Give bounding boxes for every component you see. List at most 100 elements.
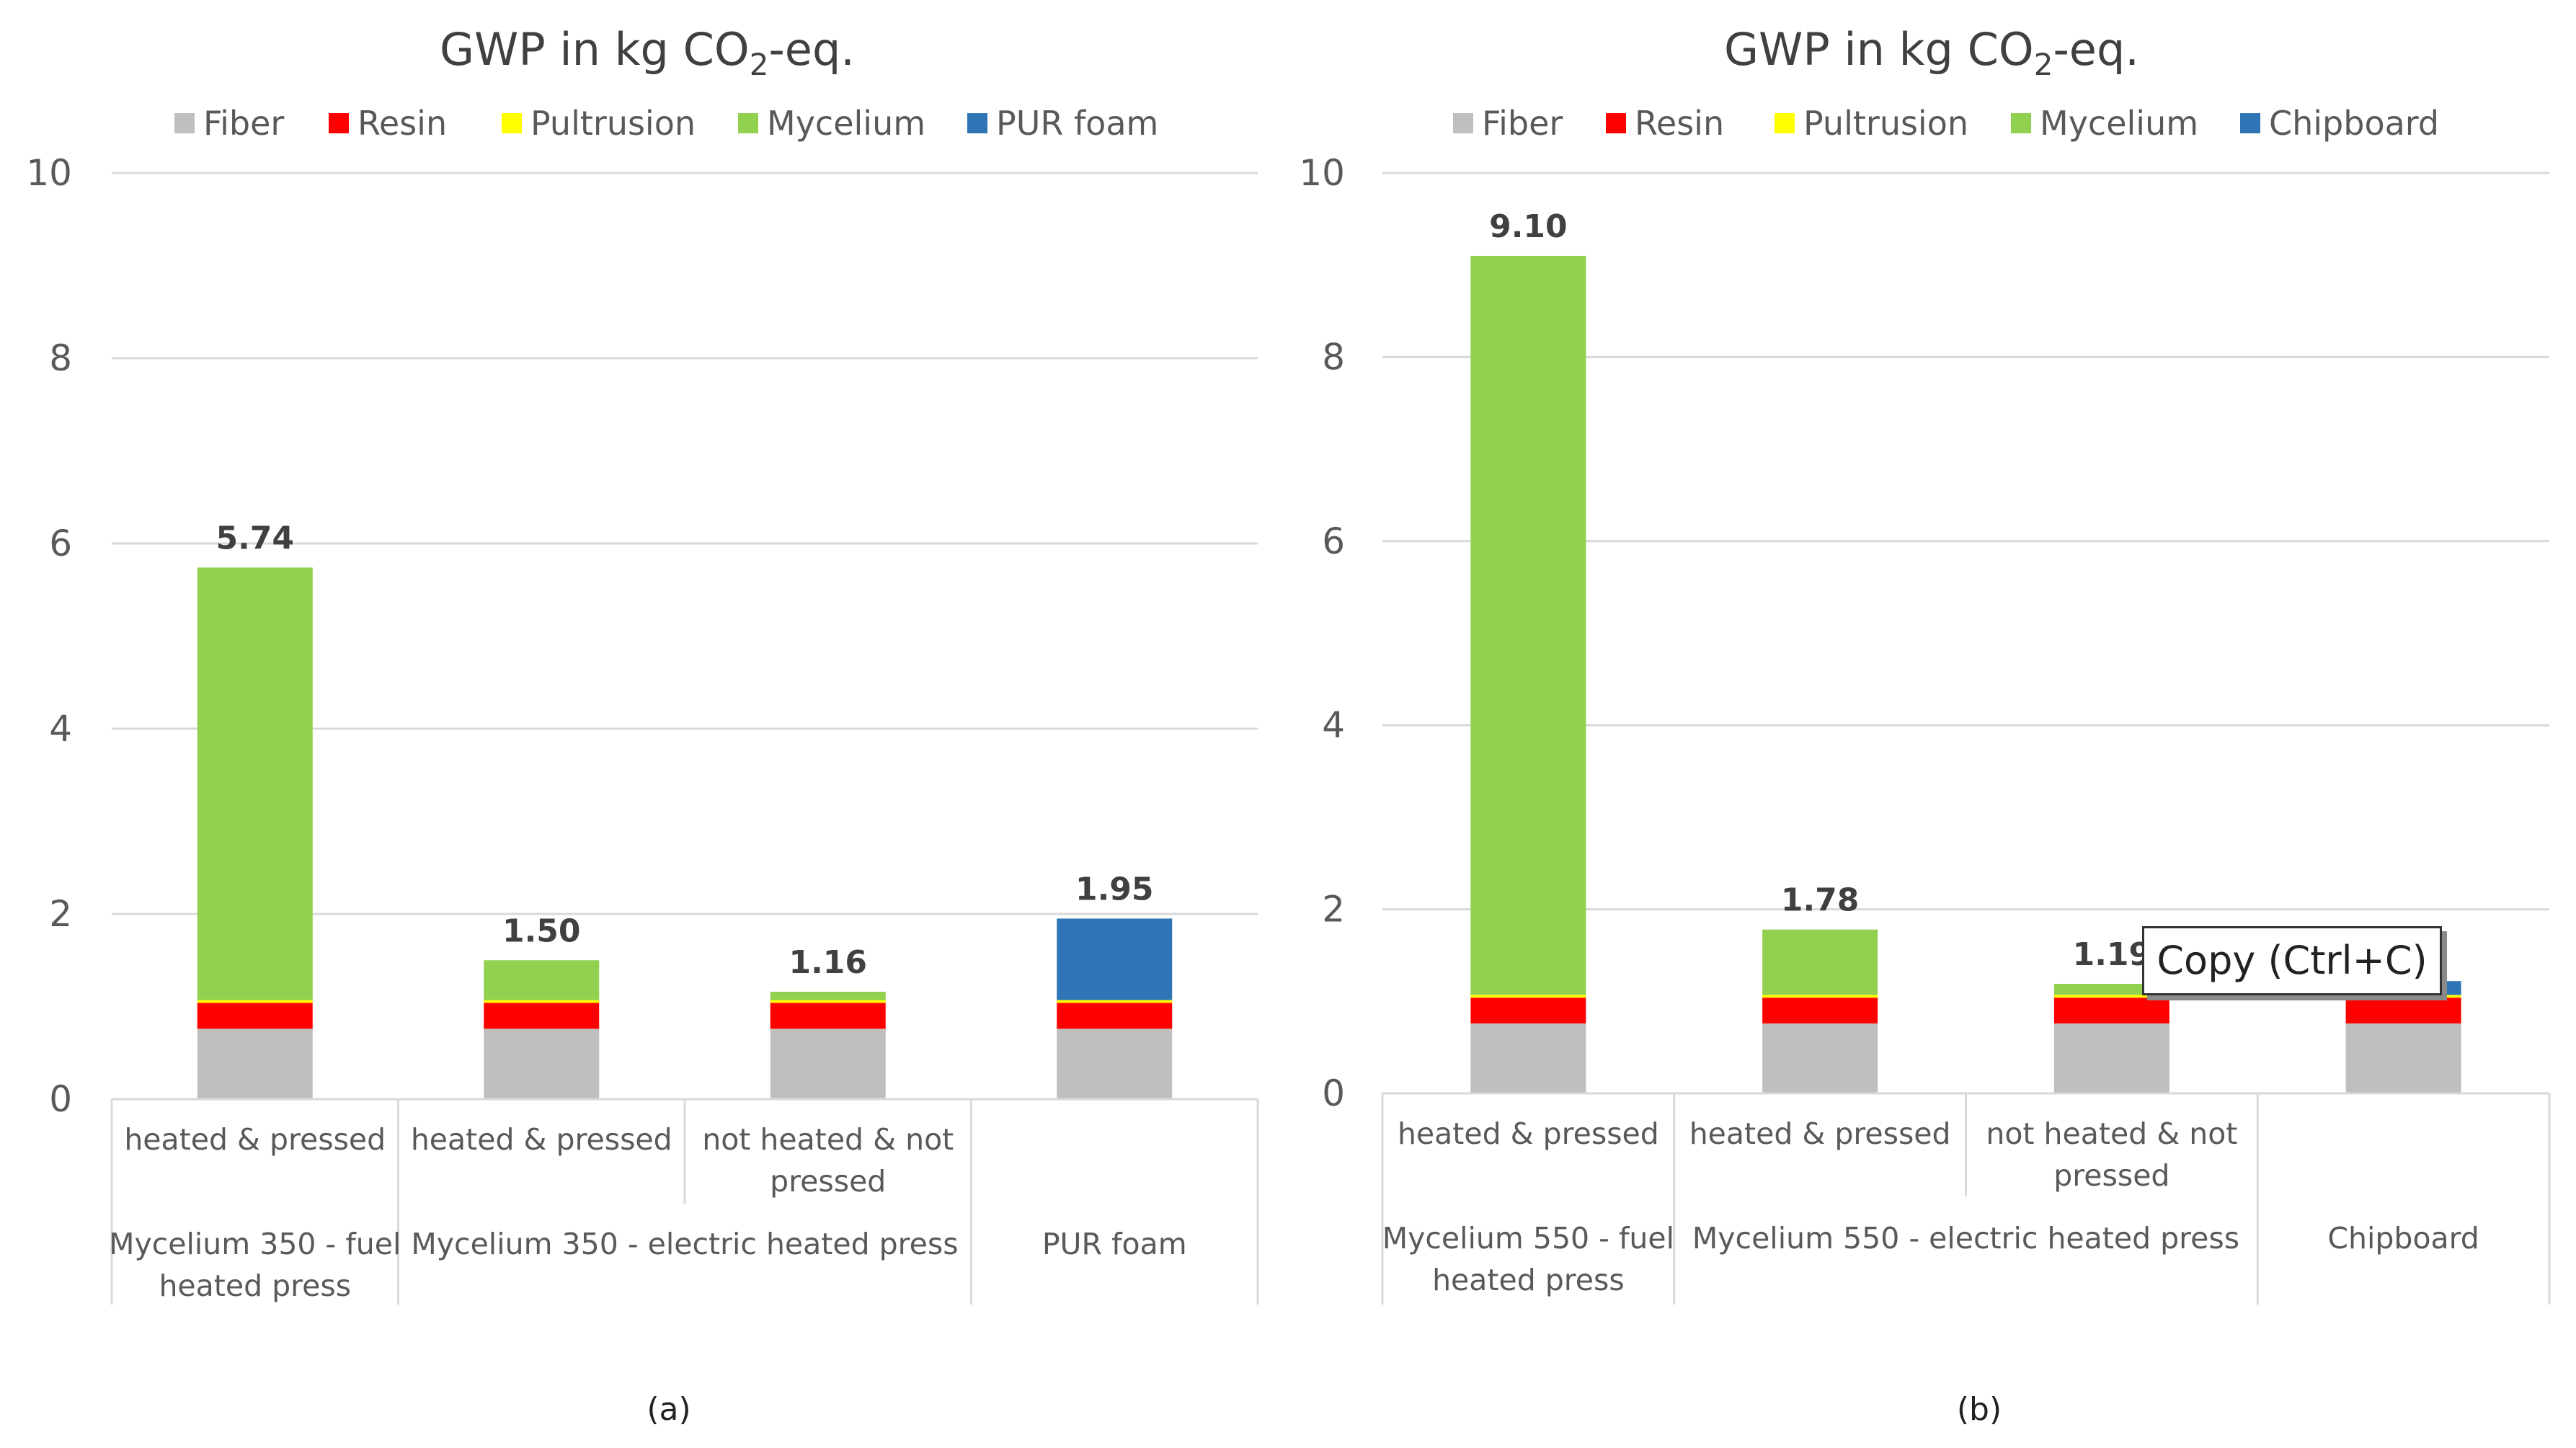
bar-total-label: 1.50 <box>502 912 581 949</box>
bar-segment-mycelium <box>484 960 600 1000</box>
legend-label-mycelium: Mycelium <box>767 104 925 143</box>
bar-segment-resin <box>2053 998 2169 1023</box>
bar-segment-pultrusion <box>2345 995 2461 998</box>
y-tick-label: 4 <box>49 708 72 750</box>
category-label: not heated & not <box>702 1122 954 1157</box>
legend-swatch-resin <box>329 113 349 133</box>
bar-segment-resin <box>1762 998 1878 1023</box>
category-label: pressed <box>2053 1158 2169 1193</box>
bar-segment-pultrusion <box>1057 1000 1173 1003</box>
chart-panel-b: GWP in kg CO2-eq.Fiber Resin Pultrusion Myc… <box>1299 23 2551 1428</box>
bar-total-label: 5.74 <box>216 520 294 556</box>
legend-label-pultrusion: Pultrusion <box>1803 104 1968 143</box>
bar-segment-fiber <box>770 1029 886 1099</box>
group-label: PUR foam <box>1042 1227 1187 1261</box>
bar-segment-mycelium <box>2053 984 2169 995</box>
bar-segment-pultrusion <box>2053 995 2169 998</box>
bar-segment-fiber <box>2345 1023 2461 1093</box>
legend-label-pur-foam: PUR foam <box>996 104 1158 143</box>
y-tick-label: 0 <box>49 1078 72 1120</box>
bar-segment-mycelium <box>197 567 313 1000</box>
bar-segment-resin <box>2345 998 2461 1023</box>
legend-swatch-fiber <box>1453 113 1473 133</box>
chart-title-subscript: 2 <box>2034 47 2053 82</box>
y-tick-label: 8 <box>1322 336 1345 378</box>
legend-swatch-mycelium <box>2011 113 2031 133</box>
y-tick-label: 10 <box>1299 152 1345 194</box>
group-label: Chipboard <box>2327 1221 2479 1256</box>
group-label: Mycelium 550 - fuel <box>1382 1221 1674 1256</box>
legend-label-mycelium: Mycelium <box>2040 104 2198 143</box>
bar-segment-resin <box>197 1003 313 1029</box>
bar-segment-fiber <box>197 1029 313 1099</box>
category-label: pressed <box>770 1164 886 1199</box>
group-label: heated press <box>1432 1263 1625 1297</box>
legend-label-fiber: Fiber <box>1482 104 1563 143</box>
y-tick-label: 6 <box>49 523 72 564</box>
subfigure-label: (b) <box>1957 1391 2002 1428</box>
legend-swatch-fiber <box>174 113 195 133</box>
legend-label-resin: Resin <box>1635 104 1724 143</box>
chart-title-main: GWP in kg CO <box>1724 23 2034 76</box>
bar-segment-pultrusion <box>1762 995 1878 998</box>
legend-label-resin: Resin <box>357 104 447 143</box>
legend-swatch-chipboard <box>2240 113 2260 133</box>
group-label: Mycelium 350 - electric heated press <box>411 1227 958 1261</box>
bar-segment-resin <box>1057 1003 1173 1029</box>
category-label: heated & pressed <box>1398 1116 1659 1151</box>
y-tick-label: 4 <box>1322 704 1345 746</box>
bar-total-label: 1.16 <box>789 944 867 981</box>
y-tick-label: 2 <box>49 893 72 935</box>
bar-segment-resin <box>770 1003 886 1029</box>
bar-segment-pultrusion <box>484 1000 600 1003</box>
chart-title: GWP in kg CO2-eq. <box>440 23 855 82</box>
y-tick-label: 8 <box>49 337 72 379</box>
legend-label-chipboard: Chipboard <box>2269 104 2439 143</box>
legend-swatch-mycelium <box>738 113 758 133</box>
legend-swatch-resin <box>1606 113 1626 133</box>
group-label: Mycelium 350 - fuel <box>109 1227 401 1261</box>
legend-swatch-pultrusion <box>502 113 522 133</box>
chart-panel-a: GWP in kg CO2-eq.Fiber Resin Pultrusion Myc… <box>26 23 1259 1428</box>
chart-title-tail: -eq. <box>2053 23 2139 76</box>
bar-segment-pultrusion <box>1470 995 1586 998</box>
chart-title-subscript: 2 <box>750 47 769 82</box>
group-label: heated press <box>159 1269 351 1303</box>
bar-segment-fiber <box>1470 1023 1586 1093</box>
bar-total-label: 1.78 <box>1781 882 1860 919</box>
bar-segment-mycelium <box>1762 929 1878 995</box>
y-tick-label: 10 <box>26 152 72 194</box>
legend-label-fiber: Fiber <box>203 104 284 143</box>
chart-title: GWP in kg CO2-eq. <box>1724 23 2139 82</box>
y-tick-label: 2 <box>1322 889 1345 930</box>
y-tick-label: 0 <box>1322 1072 1345 1114</box>
bar-total-label: 9.10 <box>1489 208 1568 245</box>
bar-segment-fiber <box>1762 1023 1878 1093</box>
category-label: heated & pressed <box>124 1122 386 1157</box>
group-label: Mycelium 550 - electric heated press <box>1692 1221 2239 1256</box>
chart-title-main: GWP in kg CO <box>440 23 750 76</box>
bar-segment-resin <box>484 1003 600 1029</box>
chart-title-tail: -eq. <box>768 23 855 76</box>
bar-segment-fiber <box>484 1029 600 1099</box>
bar-segment-pur-foam <box>1057 918 1173 1000</box>
bar-total-label: 1.19 <box>2073 936 2151 973</box>
bar-segment-fiber <box>1057 1029 1173 1099</box>
category-label: heated & pressed <box>1689 1116 1951 1151</box>
legend-swatch-pur-foam <box>967 113 987 133</box>
legend-label-pultrusion: Pultrusion <box>530 104 696 143</box>
bar-segment-pultrusion <box>197 1000 313 1003</box>
bar-segment-resin <box>1470 998 1586 1023</box>
subfigure-label: (a) <box>647 1391 690 1428</box>
legend-swatch-pultrusion <box>1775 113 1795 133</box>
copy-tooltip[interactable]: Copy (Ctrl+C) <box>2142 926 2442 995</box>
y-tick-label: 6 <box>1322 520 1345 562</box>
bar-segment-mycelium <box>770 991 886 1000</box>
category-label: not heated & not <box>1986 1116 2237 1151</box>
bar-segment-pultrusion <box>770 1000 886 1003</box>
bar-segment-fiber <box>2053 1023 2169 1093</box>
bar-segment-mycelium <box>1470 255 1586 995</box>
bar-total-label: 1.95 <box>1075 871 1154 907</box>
category-label: heated & pressed <box>411 1122 672 1157</box>
